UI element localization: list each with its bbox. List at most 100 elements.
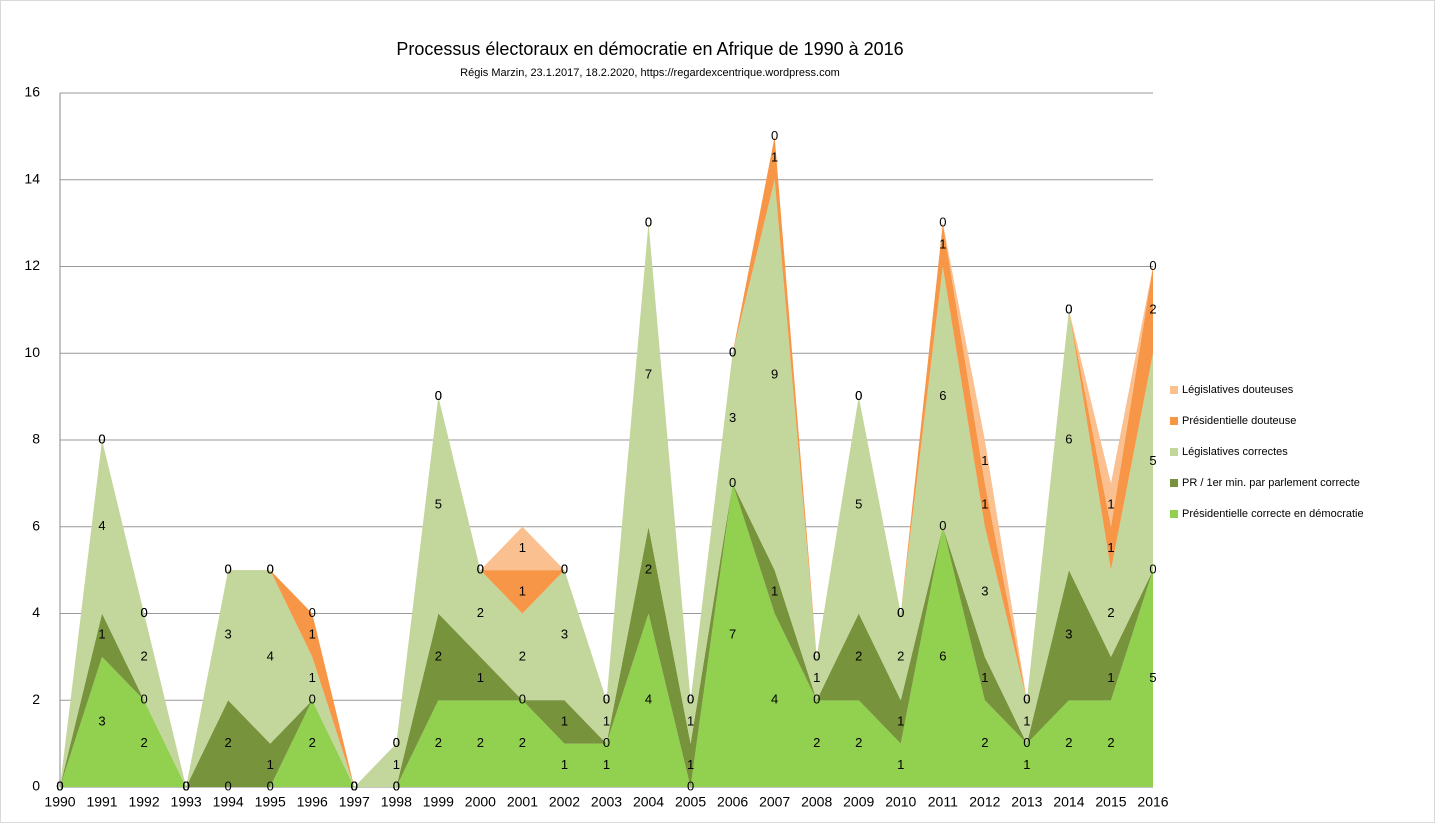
legend-label: Présidentielle correcte en démocratie bbox=[1182, 508, 1364, 520]
data-label: 0 bbox=[813, 648, 820, 663]
legend-swatch bbox=[1170, 448, 1178, 456]
data-label: 0 bbox=[140, 605, 147, 620]
data-label: 0 bbox=[603, 692, 610, 707]
data-label: 1 bbox=[267, 757, 274, 772]
data-label: 2 bbox=[309, 735, 316, 750]
x-tick-label: 2003 bbox=[591, 794, 622, 810]
data-label: 6 bbox=[939, 648, 946, 663]
data-label: 0 bbox=[56, 778, 63, 793]
data-label: 0 bbox=[561, 562, 568, 577]
data-label: 2 bbox=[813, 735, 820, 750]
y-tick-label: 12 bbox=[24, 257, 40, 273]
data-label: 0 bbox=[225, 778, 232, 793]
data-label: 0 bbox=[351, 778, 358, 793]
data-label: 0 bbox=[645, 215, 652, 230]
data-label: 0 bbox=[729, 475, 736, 490]
data-label: 0 bbox=[225, 562, 232, 577]
area bbox=[60, 483, 1153, 787]
data-label: 0 bbox=[267, 778, 274, 793]
data-label: 0 bbox=[56, 778, 63, 793]
data-label: 0 bbox=[477, 562, 484, 577]
data-label: 1 bbox=[981, 497, 988, 512]
legend-swatch bbox=[1170, 417, 1178, 425]
data-label: 1 bbox=[1107, 670, 1114, 685]
data-label: 2 bbox=[519, 735, 526, 750]
data-label: 2 bbox=[225, 735, 232, 750]
data-label: 4 bbox=[645, 692, 652, 707]
data-label: 0 bbox=[1023, 692, 1030, 707]
x-tick-label: 2008 bbox=[801, 794, 832, 810]
data-label: 2 bbox=[140, 648, 147, 663]
y-tick-label: 8 bbox=[32, 431, 40, 447]
y-tick-label: 4 bbox=[32, 604, 40, 620]
data-label: 0 bbox=[855, 388, 862, 403]
chart-title: Processus électoraux en démocratie en Af… bbox=[396, 39, 903, 59]
data-label: 2 bbox=[435, 735, 442, 750]
data-label: 1 bbox=[1023, 757, 1030, 772]
data-label: 1 bbox=[98, 627, 105, 642]
data-label: 1 bbox=[939, 236, 946, 251]
data-label: 2 bbox=[1107, 735, 1114, 750]
legend-label: Présidentielle douteuse bbox=[1182, 415, 1296, 427]
data-label: 1 bbox=[309, 670, 316, 685]
data-label: 1 bbox=[1023, 713, 1030, 728]
data-label: 0 bbox=[140, 692, 147, 707]
area bbox=[60, 179, 1153, 787]
data-label: 2 bbox=[1065, 735, 1072, 750]
data-label: 0 bbox=[393, 778, 400, 793]
x-tick-label: 1994 bbox=[213, 794, 244, 810]
data-label: 2 bbox=[477, 735, 484, 750]
data-label: 1 bbox=[771, 583, 778, 598]
data-label: 3 bbox=[981, 583, 988, 598]
data-label: 0 bbox=[1065, 301, 1072, 316]
data-label: 0 bbox=[182, 778, 189, 793]
data-label: 2 bbox=[981, 735, 988, 750]
data-label: 3 bbox=[729, 410, 736, 425]
data-label: 0 bbox=[393, 735, 400, 750]
x-tick-label: 2007 bbox=[759, 794, 790, 810]
data-label: 1 bbox=[603, 713, 610, 728]
data-label: 0 bbox=[729, 345, 736, 360]
x-tick-label: 2016 bbox=[1137, 794, 1168, 810]
data-label: 0 bbox=[182, 778, 189, 793]
data-label: 0 bbox=[1065, 301, 1072, 316]
x-tick-label: 1998 bbox=[381, 794, 412, 810]
data-label: 0 bbox=[351, 778, 358, 793]
data-label: 1 bbox=[981, 453, 988, 468]
data-label: 2 bbox=[855, 735, 862, 750]
data-label: 6 bbox=[939, 388, 946, 403]
data-label: 1 bbox=[687, 713, 694, 728]
data-label: 0 bbox=[56, 778, 63, 793]
data-label: 2 bbox=[519, 648, 526, 663]
data-label: 0 bbox=[225, 562, 232, 577]
data-label: 0 bbox=[309, 692, 316, 707]
data-label: 0 bbox=[1023, 735, 1030, 750]
data-label: 0 bbox=[771, 128, 778, 143]
data-label: 1 bbox=[897, 757, 904, 772]
x-tick-label: 1992 bbox=[128, 794, 159, 810]
data-label: 0 bbox=[393, 778, 400, 793]
data-label: 0 bbox=[56, 778, 63, 793]
data-label: 0 bbox=[687, 692, 694, 707]
data-label: 0 bbox=[393, 735, 400, 750]
x-tick-label: 2005 bbox=[675, 794, 706, 810]
data-label: 0 bbox=[603, 692, 610, 707]
data-label: 1 bbox=[519, 583, 526, 598]
data-label: 2 bbox=[897, 648, 904, 663]
data-label: 0 bbox=[309, 605, 316, 620]
data-label: 1 bbox=[561, 713, 568, 728]
legend-label: Législatives correctes bbox=[1182, 446, 1288, 458]
data-label: 0 bbox=[140, 605, 147, 620]
data-label: 0 bbox=[561, 562, 568, 577]
legend-swatch bbox=[1170, 386, 1178, 394]
data-label: 1 bbox=[687, 757, 694, 772]
data-label: 0 bbox=[351, 778, 358, 793]
data-label: 5 bbox=[435, 497, 442, 512]
x-tick-label: 2000 bbox=[465, 794, 496, 810]
data-label: 2 bbox=[1149, 301, 1156, 316]
x-tick-label: 2010 bbox=[885, 794, 916, 810]
y-tick-label: 0 bbox=[32, 778, 40, 794]
data-label: 1 bbox=[1107, 540, 1114, 555]
data-label: 0 bbox=[182, 778, 189, 793]
